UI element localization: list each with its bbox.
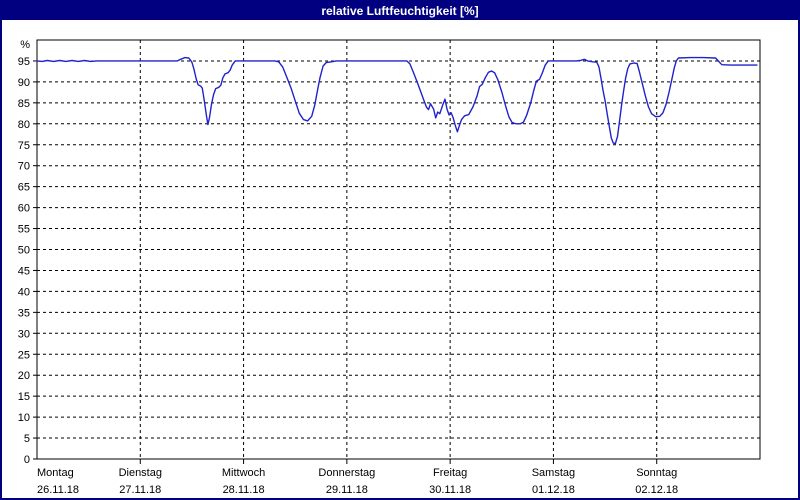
svg-text:90: 90 [18,77,30,89]
day-date-label: 26.11.18 [37,484,79,496]
humidity-chart: 0 5 10 15 20 25 30 35 40 45 50 55 60 65 70 75 80 85 90 95% M… [18,39,761,496]
day-name-label: Samstag [532,467,575,479]
svg-text:20: 20 [18,370,30,382]
day-date-label: 28.11.18 [223,484,265,496]
svg-text:15: 15 [18,391,30,403]
svg-text:5: 5 [24,433,30,445]
title-bar[interactable]: relative Luftfeuchtigkeit [%] [2,2,798,20]
day-name-label: Freitag [433,467,467,479]
svg-text:50: 50 [18,245,30,257]
window-title: relative Luftfeuchtigkeit [%] [321,4,479,18]
day-name-label: Montag [37,467,74,479]
chart-area: 0 5 10 15 20 25 30 35 40 45 50 55 60 65 70 75 80 85 90 95% M… [2,20,798,498]
svg-text:35: 35 [18,307,30,319]
svg-text:95: 95 [18,56,30,68]
svg-text:60: 60 [18,203,30,215]
svg-text:30: 30 [18,328,30,340]
svg-text:80: 80 [18,119,30,131]
svg-text:45: 45 [18,265,30,277]
axes-frame [33,39,761,464]
svg-text:85: 85 [18,98,30,110]
day-date-label: 30.11.18 [429,484,471,496]
svg-text:25: 25 [18,349,30,361]
svg-text:0: 0 [24,454,30,466]
day-name-label: Dienstag [119,467,162,479]
humidity-line [36,56,758,145]
day-date-label: 01.12.18 [532,484,575,496]
day-date-label: 29.11.18 [326,484,368,496]
y-unit-label: % [20,39,30,51]
svg-text:55: 55 [18,224,30,236]
gridlines [37,40,760,459]
svg-text:65: 65 [18,182,30,194]
day-date-label: 27.11.18 [119,484,161,496]
x-day-labels: Montag 26.11.18 Dienstag 27.11.18 Mittwoch 28… [37,467,678,496]
day-name-label: Mittwoch [222,467,265,479]
svg-text:70: 70 [18,161,30,173]
day-name-label: Sonntag [636,467,677,479]
svg-text:40: 40 [18,286,30,298]
svg-text:75: 75 [18,140,30,152]
humidity-series [36,56,758,145]
svg-text:10: 10 [18,412,30,424]
day-date-label: 02.12.18 [635,484,678,496]
day-name-label: Donnerstag [318,467,375,479]
y-tick-labels: 0 5 10 15 20 25 30 35 40 45 50 55 60 65 70 75 80 85 90 95% [18,39,30,466]
